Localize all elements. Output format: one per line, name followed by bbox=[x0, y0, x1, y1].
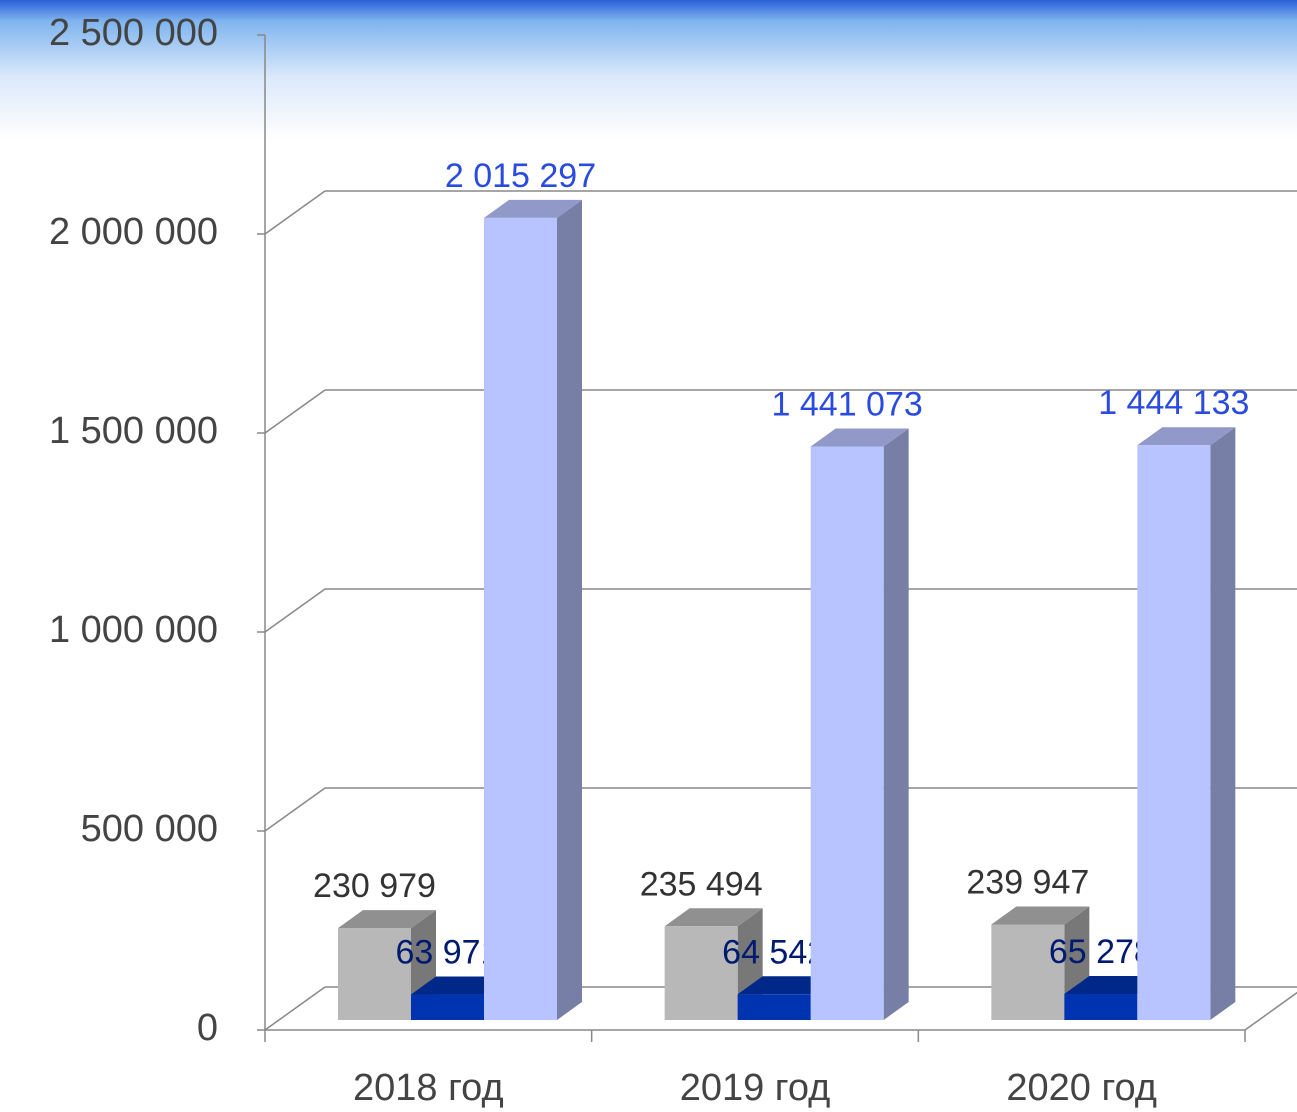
bar-side bbox=[1210, 427, 1236, 1020]
bar-side bbox=[883, 428, 909, 1020]
grid-connector bbox=[264, 986, 326, 1031]
value-label: 230 979 bbox=[313, 867, 436, 905]
y-tick-label: 2 500 000 bbox=[49, 12, 218, 54]
bar bbox=[1064, 994, 1138, 1020]
value-label: 1 444 133 bbox=[1098, 384, 1249, 422]
value-label: 1 441 073 bbox=[772, 385, 923, 423]
value-label: 63 971 bbox=[396, 934, 500, 972]
floor-edge bbox=[1244, 991, 1297, 1031]
x-tick-label: 2020 год bbox=[1006, 1067, 1157, 1109]
y-tick-label: 0 bbox=[197, 1007, 218, 1049]
bar bbox=[338, 928, 411, 1020]
bar-top bbox=[664, 908, 763, 927]
bar-top bbox=[1137, 427, 1236, 446]
bar bbox=[411, 994, 484, 1020]
bar-side bbox=[557, 199, 582, 1020]
value-label: 239 947 bbox=[966, 863, 1089, 901]
grid-connector bbox=[264, 190, 326, 235]
grid-connector bbox=[264, 787, 326, 832]
plot: 0 500 000 1 000 000 1 500 000 2 000 000 2 500… bbox=[49, 12, 1297, 1109]
header-background bbox=[0, 0, 1297, 140]
value-label: 2 015 297 bbox=[445, 157, 596, 195]
bar bbox=[484, 217, 557, 1020]
bar-top bbox=[991, 906, 1090, 925]
grid-connector bbox=[264, 588, 326, 633]
y-tick-label: 1 000 000 bbox=[49, 609, 218, 651]
bar bbox=[664, 926, 738, 1020]
value-label: 64 542 bbox=[722, 933, 826, 971]
y-tick-label: 2 000 000 bbox=[49, 211, 218, 253]
grid-connector bbox=[264, 389, 326, 434]
y-tick-label: 1 500 000 bbox=[49, 410, 218, 452]
bar bbox=[810, 446, 884, 1020]
bar bbox=[991, 924, 1065, 1020]
bar-top bbox=[338, 910, 436, 929]
x-tick-label: 2018 год bbox=[353, 1067, 504, 1109]
bar-top bbox=[484, 199, 582, 218]
bar bbox=[1137, 445, 1211, 1020]
x-tick-label: 2019 год bbox=[680, 1067, 831, 1109]
y-tick-label: 500 000 bbox=[81, 808, 218, 850]
value-label: 65 278 bbox=[1049, 933, 1153, 971]
bar bbox=[737, 994, 811, 1020]
value-label: 235 494 bbox=[640, 865, 763, 903]
bar-top bbox=[810, 428, 909, 447]
